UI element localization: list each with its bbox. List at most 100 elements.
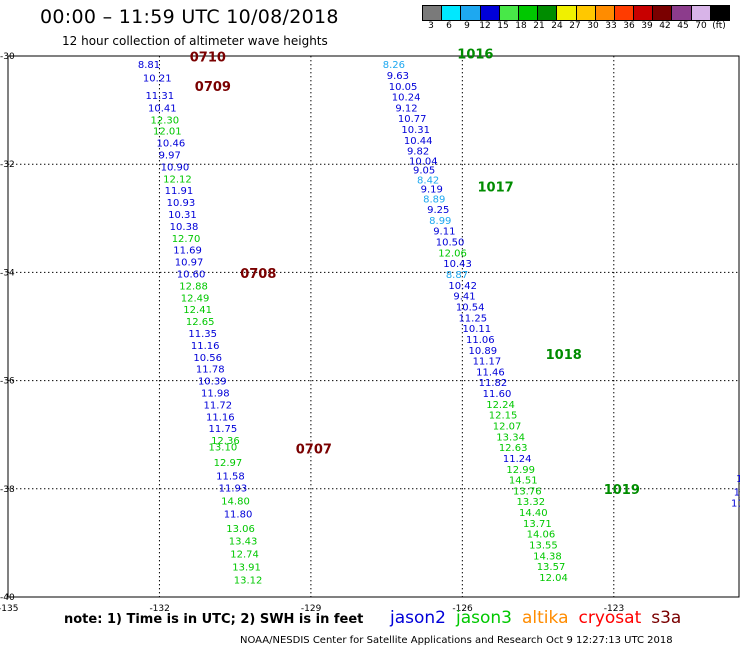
- swh-observation: 13.32: [516, 497, 545, 508]
- swh-observation: 9.11: [433, 227, 455, 238]
- scale-swatch-24: [557, 6, 577, 20]
- swh-observation: 12.12: [163, 174, 192, 185]
- swh-observation: 9.41: [453, 292, 475, 303]
- swh-observation: 12.06: [438, 248, 467, 259]
- swh-observation: 9.05: [413, 166, 435, 177]
- map-subtitle: 12 hour collection of altimeter wave hei…: [62, 34, 328, 48]
- scale-swatch-42: [672, 6, 692, 20]
- swh-observation: 10.77: [398, 114, 427, 125]
- scale-label-3: 3: [428, 21, 434, 31]
- scale-swatch-15: [499, 6, 519, 20]
- swh-observation: 12.70: [172, 234, 201, 245]
- lon-tick-label: -132: [149, 604, 169, 614]
- swh-observation: 10.04: [409, 156, 438, 167]
- swh-observation: 12.63: [499, 443, 528, 454]
- units-note: note: 1) Time is in UTC; 2) SWH is in fe…: [64, 612, 364, 627]
- swh-observation: 8.89: [423, 194, 445, 205]
- scale-label-39: 39: [641, 21, 653, 31]
- swh-observation: 14.51: [509, 476, 538, 487]
- lat-tick-label: -30: [0, 52, 15, 62]
- swh-observation: 13.57: [537, 562, 566, 573]
- color-scale-labels: 3 6 9 12 15 18 21 24 27 30 33 36 39 42 45 70 (ft): [422, 21, 728, 31]
- swh-observation: 11.46: [476, 367, 505, 378]
- swh-observation: 9.25: [427, 205, 449, 216]
- scale-swatch-9: [461, 6, 481, 20]
- swh-observation: 14.06: [527, 530, 556, 541]
- swh-observation: 11.82: [479, 378, 508, 389]
- lon-tick-label: -123: [604, 604, 624, 614]
- lat-tick-label: -32: [0, 160, 15, 170]
- swh-observation: 11.16: [206, 412, 235, 423]
- swh-observation: 12.04: [539, 573, 568, 584]
- swh-observation: 11.06: [466, 335, 495, 346]
- pass-time-label: 1018: [546, 348, 582, 363]
- swh-observation: 11.35: [188, 329, 217, 340]
- swh-observation: 12.41: [183, 305, 212, 316]
- swh-observation: 10.38: [170, 222, 199, 233]
- swh-observation: 10.39: [198, 377, 227, 388]
- swh-observation: 13.10: [209, 443, 238, 454]
- swh-observation: 11.24: [503, 454, 532, 465]
- scale-swatch-12: [480, 6, 500, 20]
- swh-observation: 14.80: [221, 497, 250, 508]
- swh-observation: 13.12: [234, 576, 263, 587]
- legend-s3a: s3a: [651, 608, 682, 628]
- swh-observation: 10.56: [193, 353, 222, 364]
- swh-observation: 11.75: [209, 424, 238, 435]
- pass-time-label: 0707: [296, 443, 332, 458]
- pass-time-label: 0709: [195, 80, 231, 95]
- map-frame: [7, 55, 740, 598]
- scale-label-24: 24: [551, 21, 563, 31]
- scale-unit-label: (ft): [712, 21, 726, 31]
- swh-observation: 11.91: [165, 186, 194, 197]
- scale-label-12: 12: [479, 21, 491, 31]
- swh-observation: 12.65: [186, 317, 215, 328]
- color-scale-bar: [422, 5, 730, 21]
- swh-observation: 10.41: [148, 103, 177, 114]
- swh-observation: 11.98: [201, 389, 230, 400]
- scale-label-36: 36: [623, 21, 635, 31]
- swh-observation: 10.11: [462, 324, 491, 335]
- swh-observation: 10.31: [401, 125, 430, 136]
- swh-observation: 12.88: [179, 281, 208, 292]
- swh-observation: 8.99: [429, 216, 451, 227]
- pass-time-label: 0708: [240, 267, 276, 282]
- swh-observation: 13.76: [513, 486, 542, 497]
- swh-observation: 11.25: [458, 313, 487, 324]
- swh-observation: 11.69: [173, 246, 202, 257]
- swh-observation: 11.32: [739, 490, 740, 501]
- scale-swatch-39: [653, 6, 673, 20]
- swh-observation: 11.80: [224, 510, 253, 521]
- scale-label-6: 6: [446, 21, 452, 31]
- scale-swatch-45: [691, 6, 711, 20]
- swh-observation: 12.07: [493, 422, 522, 433]
- swh-observation: 10.21: [143, 74, 172, 85]
- scale-swatch-3: [423, 6, 443, 20]
- satellite-legend: jason2 jason3 altika cryosat s3a: [390, 608, 681, 628]
- swh-observation: 9.63: [387, 71, 409, 82]
- swh-observation: 8.81: [138, 60, 160, 71]
- lon-tick-label: -129: [301, 604, 322, 614]
- footer-credit: NOAA/NESDIS Center for Satellite Applica…: [240, 635, 673, 646]
- swh-observation: 10.24: [392, 93, 421, 104]
- swh-observation: 11.16: [191, 341, 220, 352]
- swh-observation: 11.60: [483, 389, 512, 400]
- legend-jason2: jason2: [390, 608, 446, 628]
- swh-observation: 12.36: [211, 436, 240, 447]
- swh-observation: 14.38: [533, 551, 562, 562]
- swh-observation: 13.55: [529, 541, 558, 552]
- scale-swatch-6: [442, 6, 462, 20]
- scale-label-45: 45: [677, 21, 689, 31]
- swh-observation: 8.26: [383, 60, 405, 71]
- swh-observation: 13.91: [232, 563, 261, 574]
- scale-swatch-70: [710, 6, 729, 20]
- scale-label-9: 9: [464, 21, 470, 31]
- pass-time-label: 1019: [604, 483, 640, 498]
- pass-time-label: 1017: [477, 180, 513, 195]
- lat-tick-label: -36: [0, 377, 15, 387]
- swh-observation: 11.72: [204, 400, 233, 411]
- swh-observation: 9.19: [421, 185, 443, 196]
- scale-label-42: 42: [659, 21, 671, 31]
- swh-observation: 11.17: [473, 357, 502, 368]
